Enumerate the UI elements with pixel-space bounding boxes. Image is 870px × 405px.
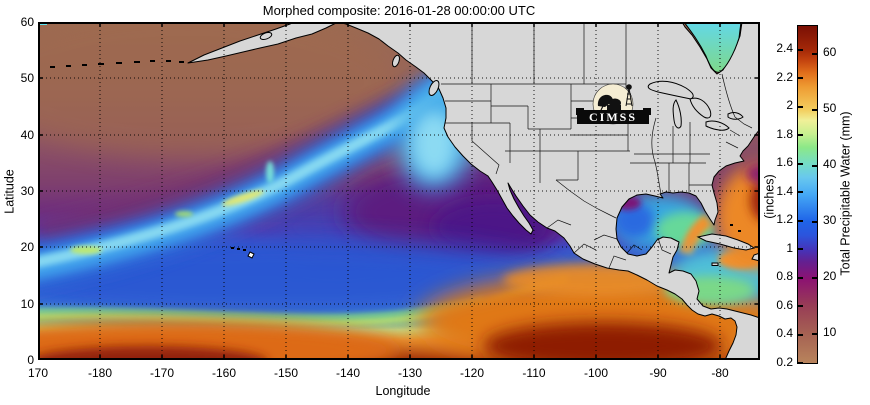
- cimss-logo: CIMSS: [576, 83, 651, 125]
- hudson-bay: [683, 22, 742, 73]
- cuba: [696, 233, 756, 251]
- state-borders: [441, 22, 753, 269]
- x-tick: -80: [711, 366, 729, 380]
- cb-inch-tick: 0.4: [776, 326, 793, 340]
- satellite-dish-icon: [597, 94, 613, 107]
- x-tick: -150: [273, 366, 299, 380]
- hawaii: [231, 247, 255, 259]
- cb-inch-tick: 1.6: [776, 155, 793, 169]
- cb-mm-tick: 60: [823, 45, 837, 59]
- x-axis-label: Longitude: [375, 384, 431, 398]
- cb-mm-tick: 30: [823, 213, 837, 227]
- cb-inch-tick: 1: [786, 241, 793, 255]
- cb-mm-tick: 40: [823, 157, 837, 171]
- x-tick: -160: [211, 366, 237, 380]
- radio-tower-icon: [625, 87, 633, 107]
- aleutian-islands: [50, 60, 184, 68]
- y-tick: 20: [20, 240, 34, 254]
- great-lakes: [647, 80, 744, 131]
- cb-inch-tick: 0.2: [776, 355, 793, 369]
- cb-inch-tick: 2.4: [776, 41, 793, 55]
- cb-mm-tick: 10: [823, 325, 837, 339]
- cb-mm-tick: 50: [823, 101, 837, 115]
- cb-inch-tick: 2: [786, 98, 793, 112]
- x-tick: -140: [335, 366, 361, 380]
- x-tick: -180: [87, 366, 113, 380]
- y-tick: 60: [20, 15, 34, 29]
- graticule: [38, 22, 760, 360]
- y-tick: 50: [20, 71, 34, 85]
- x-tick: -120: [459, 366, 485, 380]
- cb-inch-tick: 0.6: [776, 298, 793, 312]
- islands: [50, 32, 760, 266]
- tpw-map: CIMSS: [38, 22, 760, 360]
- cb-mm-tick: 20: [823, 269, 837, 283]
- cb-inch-tick: 0.8: [776, 269, 793, 283]
- cb-inch-tick: 1.4: [776, 184, 793, 198]
- x-tick: -110: [522, 366, 546, 380]
- cb-inch-tick: 2.2: [776, 70, 793, 84]
- jamaica: [711, 262, 719, 266]
- y-tick: 10: [20, 297, 34, 311]
- cb-inch-tick: 1.2: [776, 212, 793, 226]
- x-tick: -90: [649, 366, 667, 380]
- colorbar: [797, 25, 818, 364]
- cb-title: Total Precipitable Water (mm): [838, 111, 853, 276]
- y-tick: 40: [20, 128, 34, 142]
- cb-inch-tick: 1.8: [776, 127, 793, 141]
- cimss-logo-text: CIMSS: [589, 110, 637, 124]
- x-tick: -170: [149, 366, 175, 380]
- x-tick: -100: [583, 366, 609, 380]
- x-tick: 170: [27, 366, 49, 380]
- page-title: Morphed composite: 2016-01-28 00:00:00 U…: [262, 3, 536, 18]
- cb-inches-label: (inches): [762, 174, 777, 219]
- plot-frame: [38, 22, 760, 360]
- x-tick: -130: [397, 366, 423, 380]
- y-tick: 30: [20, 184, 34, 198]
- y-tick: 0: [27, 353, 34, 367]
